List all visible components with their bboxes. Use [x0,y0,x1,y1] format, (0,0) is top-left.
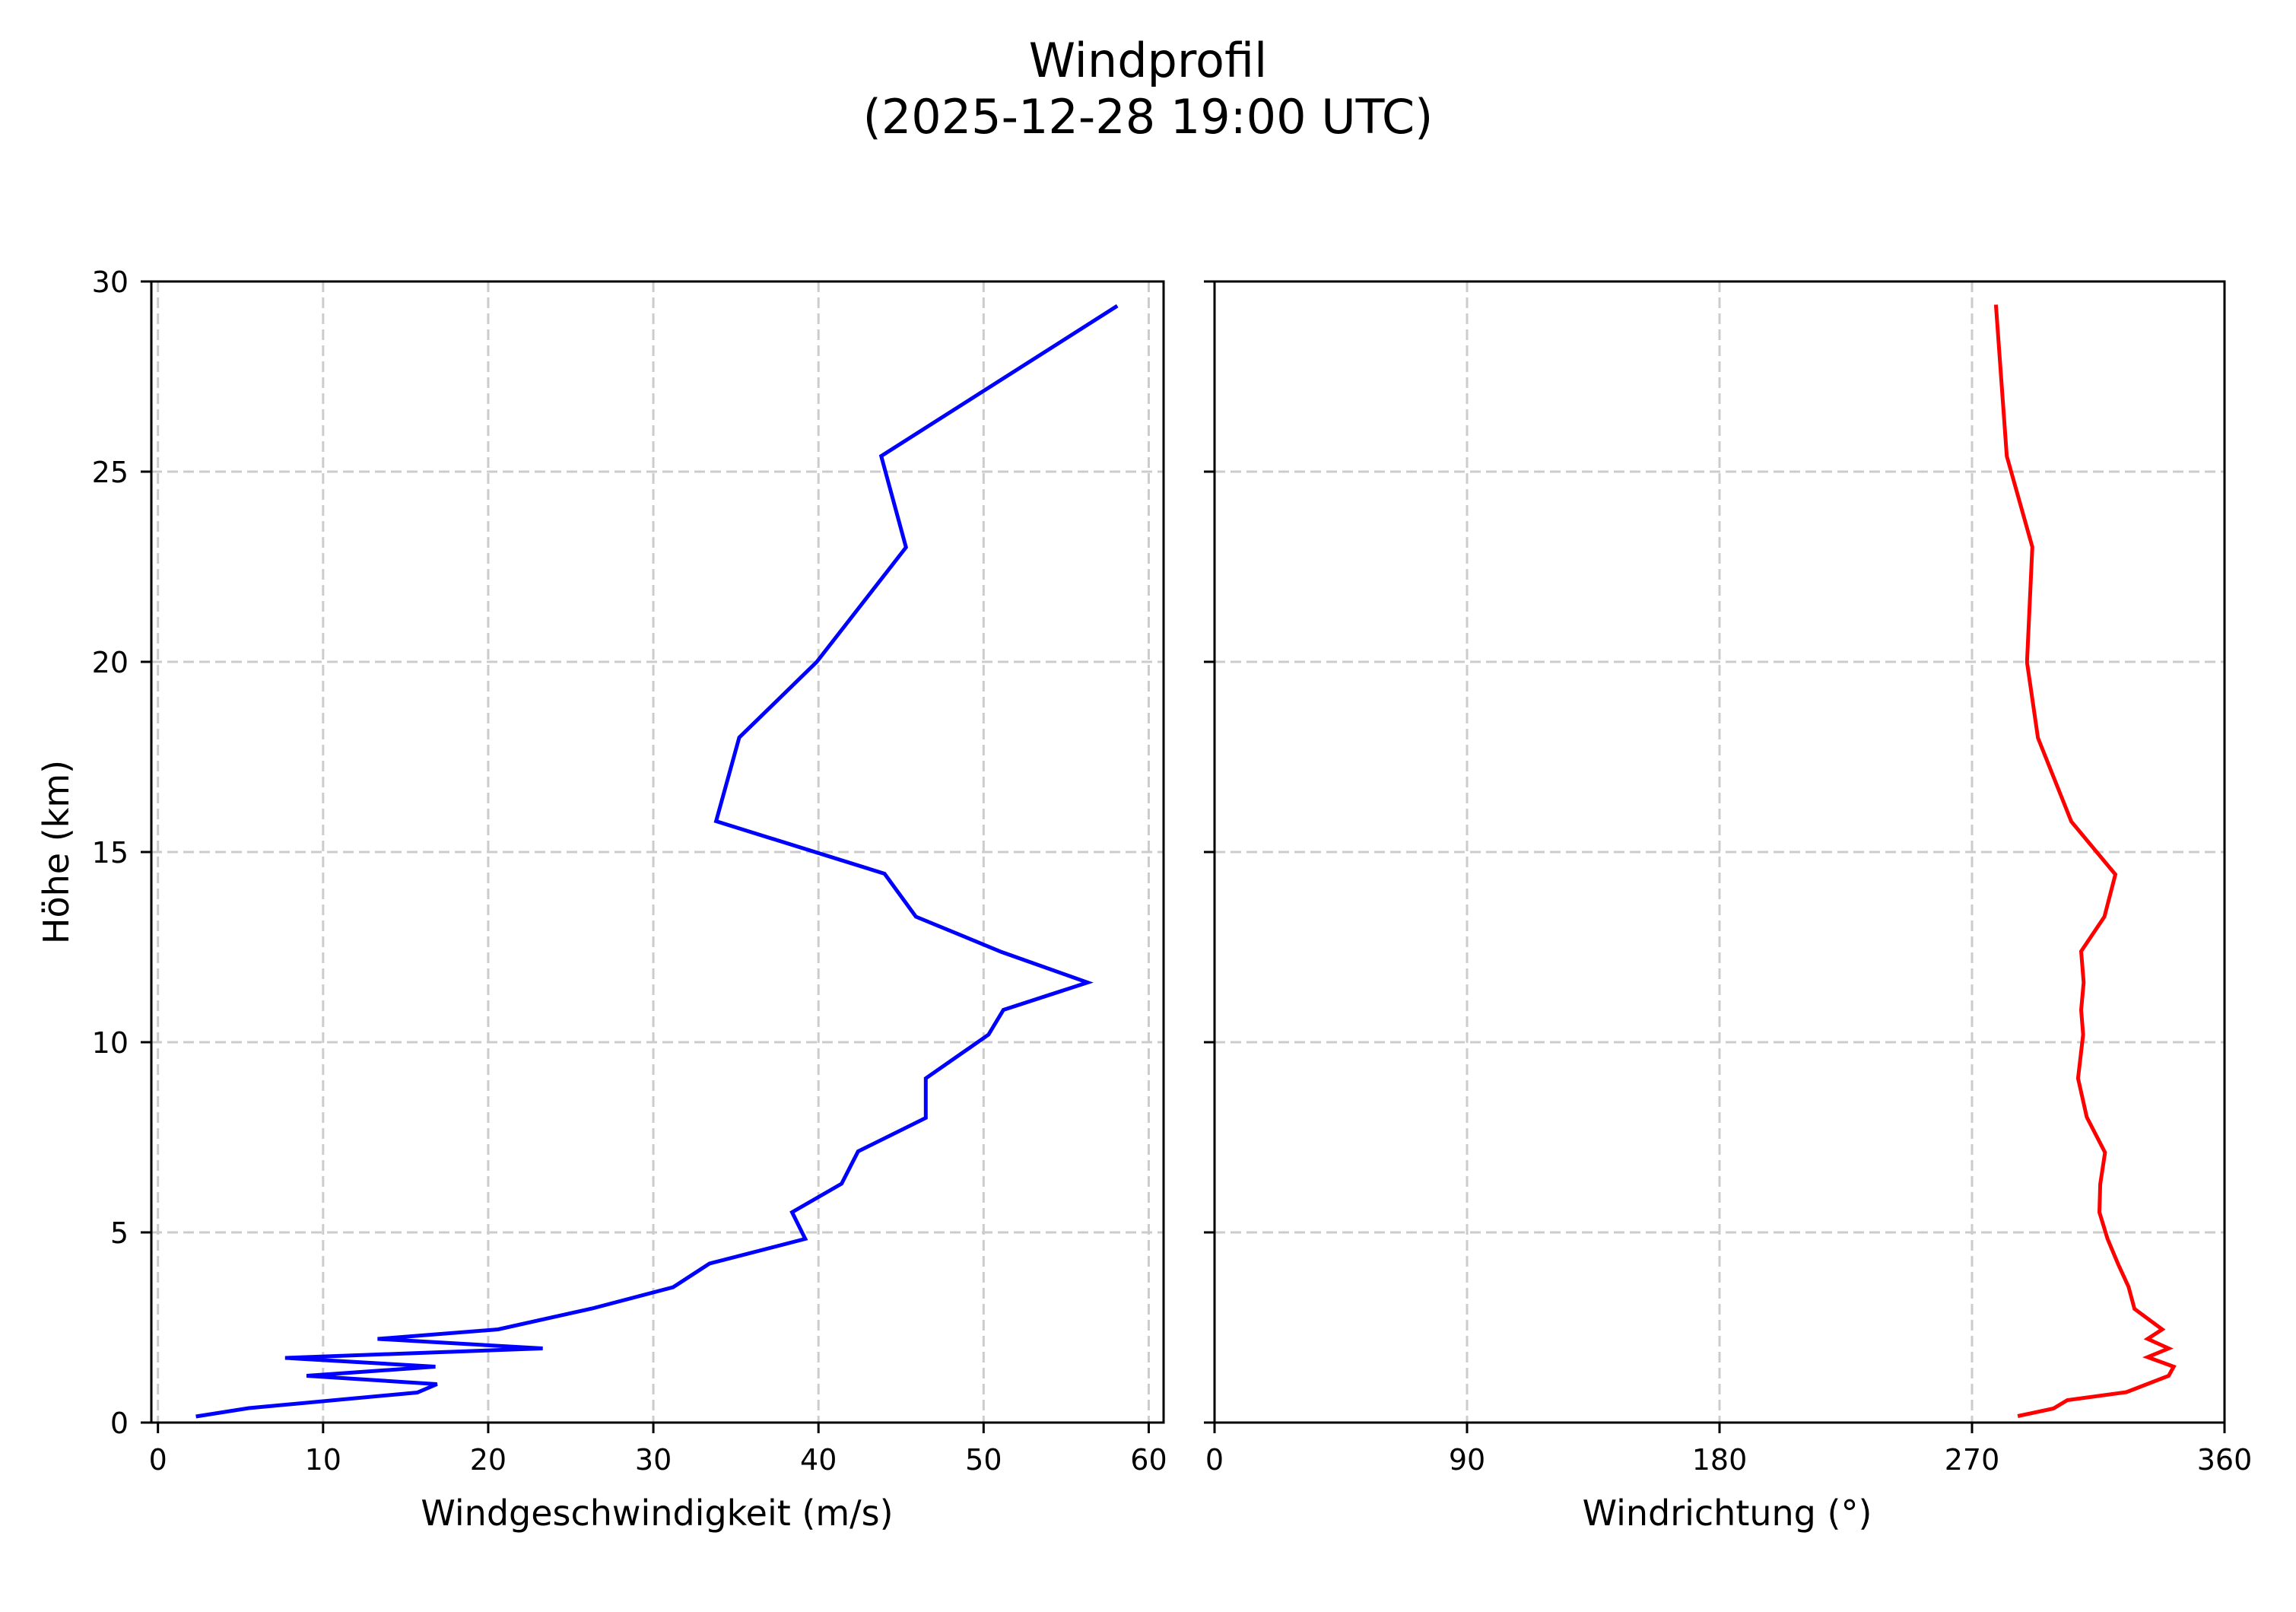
wind-direction-plot: 0 90 180 270 360 [1204,280,2253,1477]
x-tick-label: 0 [1205,1443,1224,1477]
x-tick-label: 90 [1449,1443,1485,1477]
x-tick-label: 60 [1130,1443,1167,1477]
data-line-windrichtung [1993,304,2177,1418]
x-axis-label-direction: Windrichtung (°) [1583,1493,1872,1534]
x-tick-label: 50 [965,1443,1002,1477]
wind-speed-plot: 0 10 20 30 40 50 60 0 5 10 15 20 25 30 [92,265,1167,1477]
y-tick-label: 15 [92,836,129,870]
x-tick-label: 360 [2197,1443,2253,1477]
y-tick-label: 0 [110,1407,129,1440]
x-tick-label: 30 [635,1443,672,1477]
x-axis-label-speed: Windgeschwindigkeit (m/s) [421,1493,893,1534]
y-axis-label: Höhe (km) [36,760,77,944]
x-tick-label: 180 [1692,1443,1748,1477]
figure-title: Windprofil [1028,33,1268,88]
x-tick-label: 40 [800,1443,837,1477]
x-tick-label: 10 [305,1443,341,1477]
y-tick-label: 30 [92,265,129,299]
data-line-windgeschwindigkeit [195,304,1119,1419]
figure-subtitle-timestamp: (2025-12-28 19:00 UTC) [862,89,1434,145]
x-tick-label: 20 [470,1443,507,1477]
y-tick-label: 5 [110,1216,129,1250]
y-tick-label: 25 [92,456,129,489]
x-tick-label: 0 [149,1443,167,1477]
y-tick-label: 20 [92,646,129,679]
x-tick-label: 270 [1945,1443,2000,1477]
y-tick-label: 10 [92,1026,129,1060]
